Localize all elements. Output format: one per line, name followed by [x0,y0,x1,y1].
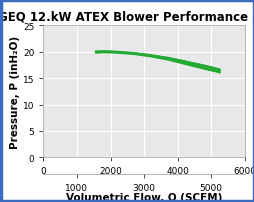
Y-axis label: Pressure, P (inH₂O): Pressure, P (inH₂O) [10,36,20,148]
Title: GEQ 12.kW ATEX Blower Performance Curve: GEQ 12.kW ATEX Blower Performance Curve [0,11,254,24]
X-axis label: Volumetric Flow, Q (SCFM): Volumetric Flow, Q (SCFM) [66,192,221,202]
